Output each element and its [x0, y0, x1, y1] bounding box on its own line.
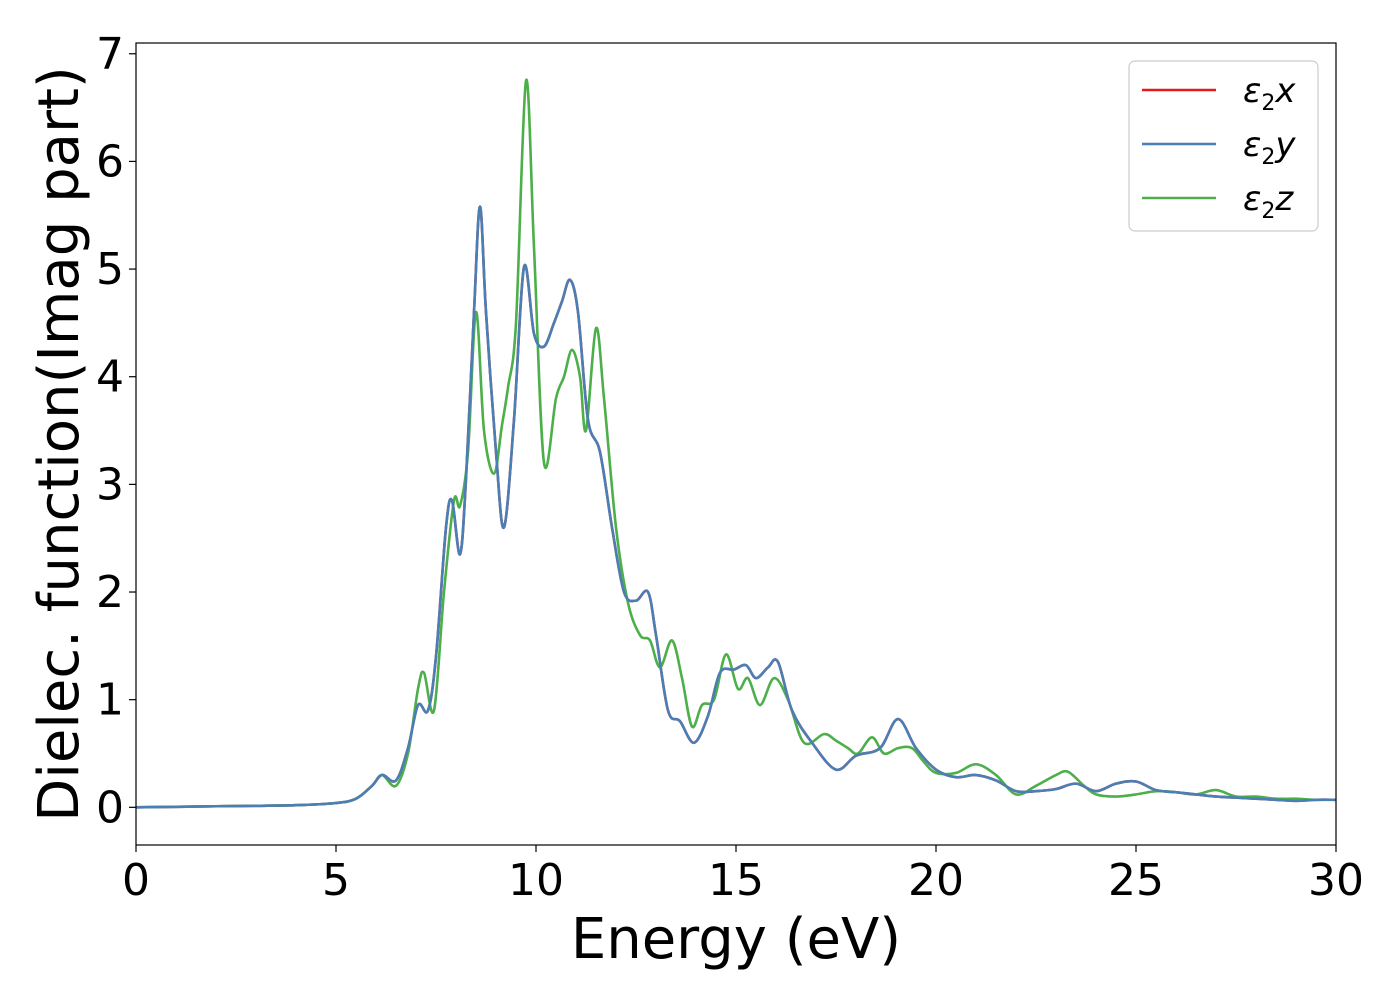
series-line-2	[136, 205, 1336, 809]
y-tick-label: 5	[96, 244, 124, 295]
legend-label-2: ε2y	[1243, 125, 1296, 170]
y-tick-label: 0	[96, 782, 124, 833]
x-tick-label: 20	[908, 855, 964, 906]
x-axis-ticks: 0 5 10 15 20 25 30	[122, 845, 1364, 906]
y-tick-label: 6	[96, 136, 124, 187]
x-tick-label: 5	[322, 855, 350, 906]
y-tick-label: 3	[96, 459, 124, 510]
x-tick-label: 0	[122, 855, 150, 906]
legend: ε2x ε2y ε2z	[1128, 60, 1319, 232]
x-tick-label: 10	[508, 855, 564, 906]
y-axis-ticks: 0 1 2 3 4 5 6 7	[96, 29, 136, 833]
y-tick-label: 4	[96, 352, 124, 403]
legend-label-3: ε2z	[1243, 179, 1294, 224]
y-tick-label: 7	[96, 29, 124, 80]
legend-label-1: ε2x	[1243, 71, 1296, 116]
x-tick-label: 15	[708, 855, 764, 906]
y-tick-label: 1	[96, 675, 124, 726]
y-tick-label: 2	[96, 567, 124, 618]
x-axis-label: Energy (eV)	[571, 907, 901, 972]
x-tick-label: 30	[1308, 855, 1364, 906]
y-axis-label: Dielec. function(Imag part)	[27, 66, 92, 822]
x-tick-label: 25	[1108, 855, 1164, 906]
series-line-3	[136, 78, 1336, 809]
series-layer	[136, 78, 1336, 809]
legend-box	[1128, 60, 1319, 232]
